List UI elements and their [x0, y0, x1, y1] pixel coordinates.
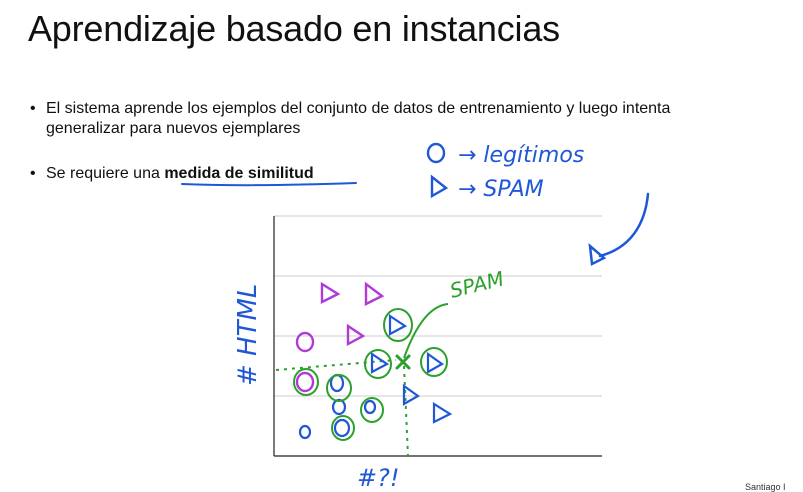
bullet-2-text: Se requiere una medida de similitud — [46, 164, 314, 184]
slide-footer: Santiago I — [745, 482, 786, 492]
green-highlight-circles — [293, 308, 448, 441]
vertical-guide — [403, 365, 409, 457]
legend-spam-label: → SPAM — [458, 177, 544, 202]
legend-legitimos-label: → legítimos — [458, 143, 584, 168]
pointer-arrow — [598, 192, 650, 258]
bullet-2-prefix: Se requiere una — [46, 165, 165, 182]
spam-pointer-line — [403, 303, 449, 359]
legend-circle-icon — [426, 142, 446, 164]
purple-triangle-markers — [320, 281, 385, 346]
bullet-1-line1: El sistema aprende los ejemplos del conj… — [46, 100, 671, 117]
blue-circle-markers — [298, 373, 377, 440]
underline-stroke — [181, 182, 357, 187]
blue-triangle-markers — [370, 313, 453, 424]
bullet-1-line2: generalizar para nuevos ejemplares — [46, 120, 301, 137]
legend-triangle-icon — [430, 174, 449, 199]
plot-axes — [273, 216, 602, 457]
slide-title: Aprendizaje basado en instancias — [28, 8, 560, 49]
spam-cluster-label: SPAM — [447, 266, 506, 303]
bullet-1-text: El sistema aprende los ejemplos del conj… — [46, 99, 670, 139]
bullet-dot: • — [30, 165, 36, 182]
similarity-measure-text: medida de similitud — [164, 165, 314, 182]
query-point-marker — [395, 354, 411, 370]
pointer-arrowhead — [588, 242, 607, 266]
x-axis-label: #?! — [357, 464, 399, 491]
bullet-dot: • — [30, 100, 36, 117]
y-axis-label: # HTML — [233, 284, 263, 386]
purple-circle-markers — [295, 331, 315, 393]
